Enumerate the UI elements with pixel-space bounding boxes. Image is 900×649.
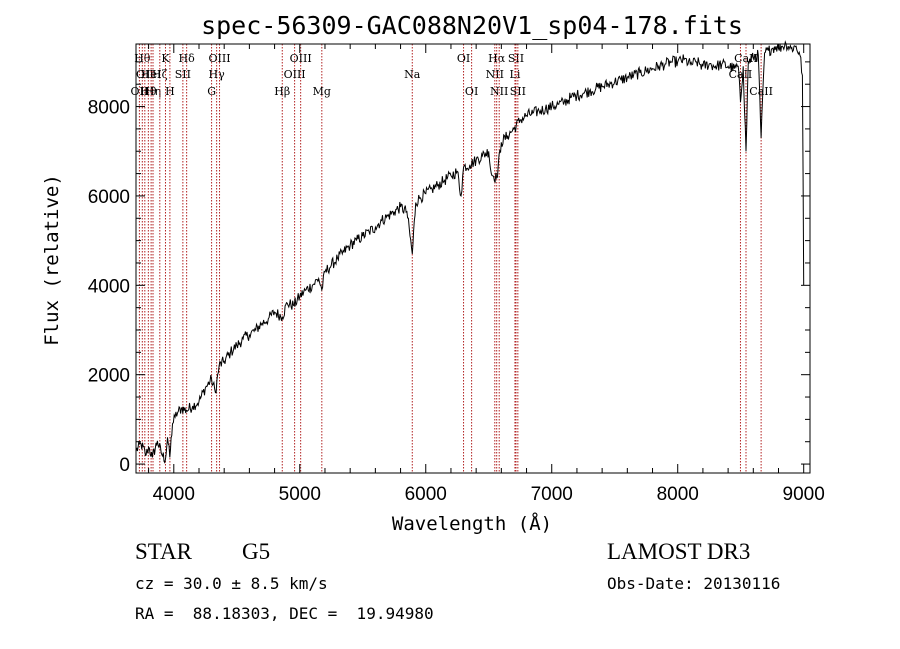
y-tick-label: 2000 bbox=[88, 366, 130, 387]
spectral-line-label: OIII bbox=[208, 52, 230, 65]
survey-label: LAMOST DR3 bbox=[607, 539, 751, 564]
spectral-line-label: G bbox=[207, 85, 216, 98]
series-layer bbox=[135, 40, 805, 464]
obs-date: Obs-Date: 20130116 bbox=[607, 574, 781, 593]
spectral-line-label: Hδ bbox=[179, 52, 196, 65]
spectral-line-label: OIII bbox=[284, 68, 306, 81]
coordinates: RA = 88.18303, DEC = 19.94980 bbox=[135, 604, 434, 623]
y-tick-label: 0 bbox=[119, 455, 130, 476]
ticks-layer: 4000 5000 6000 7000 8000 9000 0 2000 4000 6000 800… bbox=[88, 44, 825, 505]
spectral-line-label: Mg bbox=[313, 85, 331, 98]
spectral-line-label: SII bbox=[508, 52, 524, 65]
chart-title: spec-56309-GAC088N20V1_sp04-178.fits bbox=[201, 11, 743, 40]
spectral-line-label: OIII bbox=[290, 52, 312, 65]
spectral-line-label: Hη bbox=[145, 85, 161, 98]
x-tick-label: 9000 bbox=[783, 484, 825, 505]
spectral-line-label: Hγ bbox=[209, 68, 226, 81]
x-tick-label: 4000 bbox=[153, 484, 195, 505]
spectral-line-label: SII bbox=[175, 68, 191, 81]
y-tick-label: 8000 bbox=[88, 98, 130, 119]
y-tick-label: 4000 bbox=[88, 276, 130, 297]
spectral-line-label: OII bbox=[131, 85, 149, 98]
flux-series-line bbox=[135, 40, 805, 464]
x-tick-label: 6000 bbox=[405, 484, 447, 505]
object-class: STAR bbox=[135, 539, 192, 564]
x-axis-label: Wavelength (Å) bbox=[392, 512, 552, 535]
spectral-line-label: OI bbox=[457, 52, 470, 65]
spectral-line-label: OII bbox=[136, 68, 154, 81]
spectral-line-label: H bbox=[165, 85, 175, 98]
x-tick-label: 7000 bbox=[531, 484, 573, 505]
spectral-line-label: Hβ bbox=[274, 85, 290, 98]
spectral-line-label: CaII bbox=[749, 85, 773, 98]
y-axis-label: Flux (relative) bbox=[41, 174, 63, 346]
spectral-line-label: Li bbox=[510, 68, 521, 81]
spectral-line-label: NII bbox=[486, 68, 504, 81]
spectral-line-label: HeI bbox=[141, 68, 161, 81]
spectral-line-label: Hζ bbox=[152, 68, 168, 81]
spectral-line-label: CaII bbox=[729, 68, 753, 81]
x-tick-label: 8000 bbox=[657, 484, 699, 505]
object-subclass: G5 bbox=[242, 539, 271, 564]
spectral-line-label: SII bbox=[510, 85, 526, 98]
spectral-line-label: Na bbox=[404, 68, 421, 81]
plot-frame bbox=[135, 43, 811, 474]
spectral-line-label: OI bbox=[465, 85, 478, 98]
spectral-lines-layer: OIIHθOIIHθHeIHηHζKHSIIHδGHγOIIIHβOIIIOII… bbox=[131, 44, 773, 473]
y-tick-label: 6000 bbox=[88, 187, 130, 208]
spectral-line-label: K bbox=[161, 52, 170, 65]
x-tick-label: 5000 bbox=[279, 484, 321, 505]
spectral-line-label: NII bbox=[490, 85, 508, 98]
spectral-line-label: Hθ bbox=[140, 85, 157, 98]
redshift-text: cz = 30.0 ± 8.5 km/s bbox=[135, 574, 328, 593]
spectral-line-label: Hα bbox=[488, 52, 506, 65]
